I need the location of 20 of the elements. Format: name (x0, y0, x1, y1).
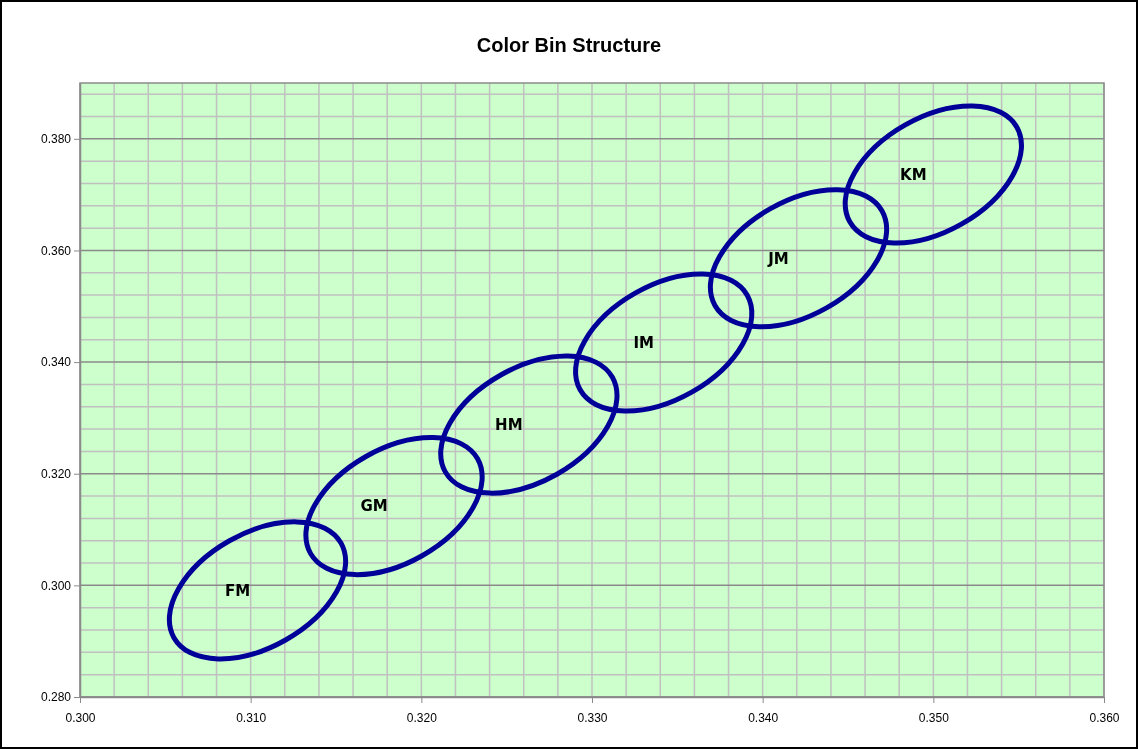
y-tick-label: 0.340 (40, 355, 72, 370)
x-tick-label: 0.310 (236, 710, 267, 725)
y-tick-label: 0.380 (40, 132, 72, 147)
x-tick-label: 0.330 (577, 710, 608, 725)
y-tick-label: 0.300 (40, 578, 72, 593)
y-tick-label: 0.320 (40, 467, 72, 482)
x-tick-label: 0.320 (406, 710, 438, 725)
annotation: FM (224, 581, 251, 600)
annotation: JM (767, 249, 789, 268)
annotation: GM (360, 497, 388, 516)
y-tick-label: 0.280 (40, 690, 72, 705)
annotation: IM (633, 333, 654, 352)
chart-title: Color Bin Structure (476, 34, 662, 56)
annotation: HM (495, 415, 523, 434)
annotation: KM (900, 165, 927, 184)
x-tick-label: 0.360 (1089, 710, 1120, 725)
x-tick-label: 0.300 (65, 710, 96, 725)
y-tick-label: 0.360 (40, 243, 72, 258)
x-tick-label: 0.340 (748, 710, 779, 725)
x-tick-label: 0.350 (918, 710, 950, 725)
